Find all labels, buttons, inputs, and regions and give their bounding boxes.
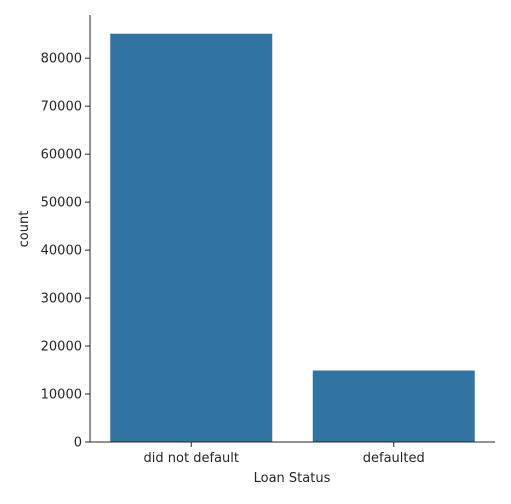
y-tick-label-2: 20000: [41, 340, 82, 355]
x-axis-label: Loan Status: [254, 471, 331, 486]
y-tick-label-3: 30000: [41, 292, 82, 307]
y-tick-label-7: 70000: [41, 100, 82, 115]
y-tick-label-1: 10000: [41, 388, 82, 403]
bar-0: [110, 33, 273, 442]
x-tick-label-1: defaulted: [363, 451, 425, 466]
y-tick-label-6: 60000: [41, 148, 82, 163]
x-axis-ticks: did not default defaulted: [144, 442, 425, 466]
y-tick-label-0: 0: [74, 436, 82, 451]
y-tick-label-5: 50000: [41, 196, 82, 211]
bars-group: [110, 33, 475, 442]
y-tick-label-4: 40000: [41, 244, 82, 259]
bar-1: [312, 370, 475, 442]
x-tick-label-0: did not default: [144, 451, 239, 466]
y-axis-ticks: 0 10000 20000 30000 40000 50000 60000 70000 8000…: [41, 52, 90, 451]
y-tick-label-8: 80000: [41, 52, 82, 67]
y-axis-label: count: [17, 211, 32, 248]
